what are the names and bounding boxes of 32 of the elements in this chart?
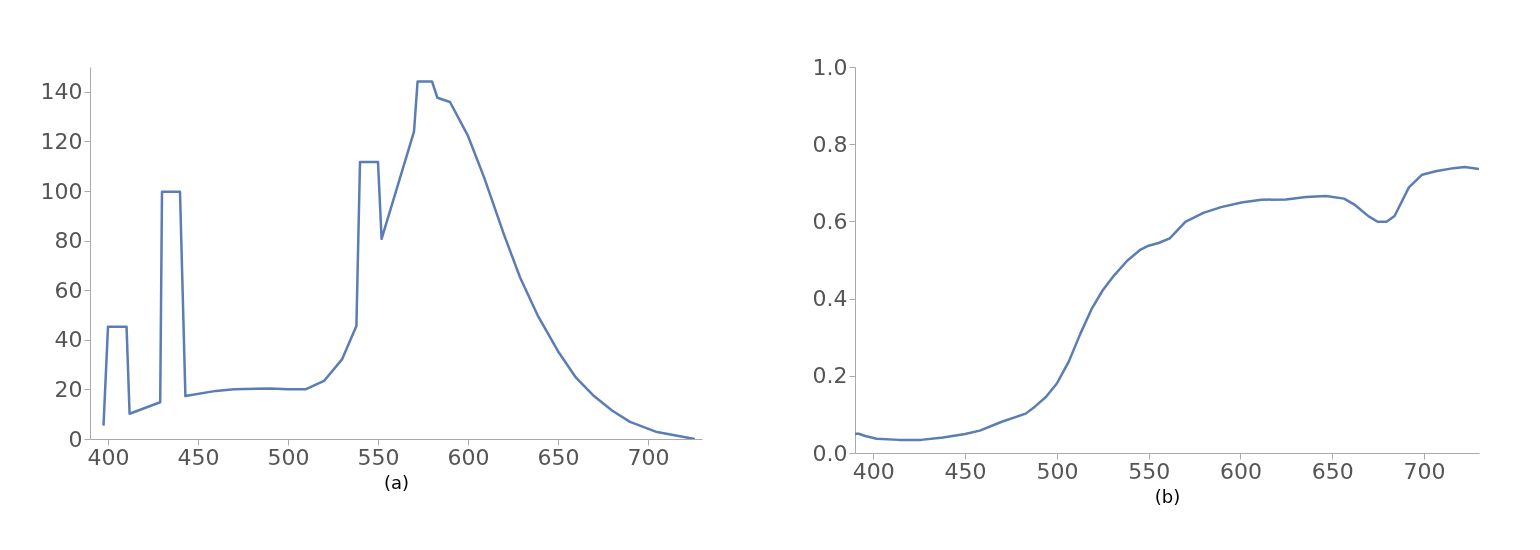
y-tick-label: 0.2 — [812, 363, 848, 389]
line-series — [855, 165, 1479, 442]
x-tick-label: 550 — [1128, 458, 1171, 484]
y-tick-label: 20 — [54, 376, 83, 402]
x-tick-label: 700 — [1403, 458, 1446, 484]
x-axis-title: (a) — [383, 471, 410, 493]
y-tick-label: 40 — [54, 327, 83, 353]
x-tick-label: 400 — [87, 444, 130, 470]
line-series — [102, 80, 697, 439]
y-tick-label: 80 — [54, 228, 83, 254]
x-tick-label: 650 — [537, 444, 580, 470]
x-tick-label: 700 — [627, 444, 670, 470]
x-tick-label: 500 — [267, 444, 310, 470]
x-axis-title: (b) — [1154, 485, 1181, 507]
y-tick-label: 0.6 — [812, 208, 848, 234]
x-tick-label: 500 — [1036, 458, 1079, 484]
x-tick-label: 400 — [852, 458, 895, 484]
x-tick-label: 600 — [447, 444, 490, 470]
y-tick-label: 100 — [40, 178, 83, 204]
x-tick-label: 450 — [177, 444, 220, 470]
y-tick-label: 1.0 — [812, 54, 848, 80]
y-tick-label: 140 — [40, 79, 83, 105]
x-tick-label: 450 — [944, 458, 987, 484]
y-tick-label: 0.4 — [812, 286, 848, 312]
y-tick-label: 120 — [40, 128, 83, 154]
y-tick-label: 0.8 — [812, 131, 848, 157]
x-tick-label: 600 — [1219, 458, 1262, 484]
y-tick-label: 0.0 — [812, 440, 848, 466]
x-tick-label: 650 — [1311, 458, 1354, 484]
y-tick-label: 60 — [54, 277, 83, 303]
y-tick-label: 0 — [68, 426, 83, 452]
x-tick-label: 550 — [357, 444, 400, 470]
